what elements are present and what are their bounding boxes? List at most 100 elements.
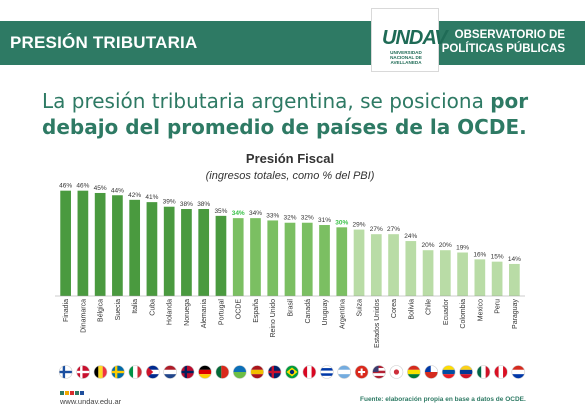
category-label: Bolivia — [408, 299, 415, 320]
bar-alemania — [198, 209, 210, 296]
category-label: Noruega — [184, 299, 191, 326]
value-label: 35% — [214, 208, 227, 215]
category-label: Italia — [132, 299, 139, 314]
bar-portugal — [215, 215, 227, 296]
headline-bold-2: debajo del promedio de países de la OCDE… — [42, 115, 527, 139]
headline-normal: La presión tributaria argentina, se posi… — [42, 89, 491, 113]
category-labels-group: Finadia Dinamarca Bélgica Suecia Italia Cuba H… — [63, 298, 519, 348]
bar-corea — [388, 234, 399, 296]
logo-wordmark: UNDAV — [382, 27, 448, 49]
logo-sub-line-2: NACIONAL DE — [390, 55, 422, 60]
bar-argentina — [336, 227, 348, 296]
value-label: 42% — [128, 192, 141, 199]
category-label: Ecuador — [443, 298, 450, 325]
bar-italia — [129, 199, 141, 296]
value-label: 33% — [266, 212, 279, 219]
category-label: OCDE — [236, 299, 243, 320]
flag-cl-icon — [424, 365, 439, 379]
value-label: 38% — [180, 201, 193, 208]
chart-subtitle: (ingresos totales, como % del PBI) — [206, 170, 375, 182]
value-label: 27% — [370, 226, 383, 233]
category-label: Chile — [426, 299, 433, 315]
chart-title: Presión Fiscal — [246, 151, 334, 166]
flag-es-icon — [250, 365, 264, 379]
flag-nl-icon — [163, 365, 177, 379]
category-label: Portugal — [218, 299, 225, 326]
value-label: 27% — [387, 226, 400, 233]
header: PRESIÓN TRIBUTARIA UNDAV UNIVERSIDAD NAC… — [0, 0, 585, 74]
footer-url[interactable]: www.undav.edu.ar — [60, 397, 122, 406]
flag-se-icon — [111, 365, 125, 379]
flag-ch-icon — [354, 365, 369, 379]
category-label: Finadia — [63, 299, 70, 322]
value-label: 34% — [232, 210, 245, 217]
bar-estados-unidos — [370, 234, 382, 296]
logo-subtitle: UNIVERSIDAD NACIONAL DE AVELLANEDA — [378, 50, 434, 65]
bar-bolivia — [405, 241, 417, 296]
value-label: 20% — [439, 242, 452, 249]
value-label: 32% — [301, 215, 314, 222]
page-title: PRESIÓN TRIBUTARIA — [10, 33, 198, 52]
value-label: 16% — [473, 251, 486, 258]
bar-ecuador — [439, 250, 451, 296]
flag-be-icon — [93, 365, 108, 379]
category-label: Paraguay — [512, 299, 519, 329]
bar-dinamarca — [77, 190, 89, 296]
value-label: 38% — [197, 201, 210, 208]
category-label: Reino Unido — [270, 299, 277, 338]
flag-gb-icon — [267, 365, 282, 379]
footer-dots-icon — [60, 391, 84, 395]
bar-finadia — [60, 190, 71, 296]
flag-ec-icon — [441, 365, 456, 379]
bars-group — [60, 190, 520, 296]
value-label: 29% — [353, 222, 366, 229]
logo-sub-line-3: AVELLANEDA — [390, 60, 422, 65]
flag-uy-icon — [320, 365, 334, 379]
bar-holanda — [163, 206, 175, 296]
bar-noruega — [181, 209, 192, 296]
bar-brasil — [284, 222, 296, 296]
headline-bold-1: por — [490, 89, 529, 113]
category-label: Argentina — [339, 299, 346, 329]
category-label: Uruguay — [322, 299, 329, 326]
flag-br-icon — [285, 365, 299, 379]
bar-paraguay — [509, 263, 520, 296]
value-label: 46% — [76, 183, 89, 190]
category-label: Brasil — [288, 299, 295, 317]
flag-pt-icon — [215, 365, 230, 379]
value-label: 30% — [335, 219, 348, 226]
flag-fi-icon — [58, 365, 73, 379]
category-label: España — [253, 299, 260, 323]
value-label: 20% — [422, 242, 435, 249]
bar-ocde — [232, 218, 244, 296]
category-label: Corea — [391, 299, 398, 318]
bar-cuba — [146, 202, 158, 296]
flag-bo-icon — [407, 365, 421, 379]
flag-de-icon — [198, 365, 212, 379]
value-label: 46% — [59, 183, 72, 190]
category-label: Estados Unidos — [374, 299, 381, 349]
category-label: Suecia — [115, 299, 122, 321]
category-label: Mexico — [477, 299, 484, 321]
flag-mx-icon — [476, 365, 491, 379]
bar-españa — [250, 218, 261, 296]
value-label: 24% — [404, 233, 417, 240]
headline: La presión tributaria argentina, se posi… — [42, 88, 562, 140]
header-band — [0, 21, 585, 65]
value-label: 41% — [145, 194, 158, 201]
value-label: 44% — [111, 187, 124, 194]
category-label: Cuba — [149, 299, 156, 316]
flag-it-icon — [128, 365, 143, 379]
bar-colombia — [457, 252, 468, 296]
undav-logo[interactable]: UNDAV UNIVERSIDAD NACIONAL DE AVELLANEDA — [371, 8, 448, 72]
logo-sub-line-1: UNIVERSIDAD — [390, 50, 422, 55]
flag-pe-icon — [494, 365, 508, 379]
flag-kr-icon — [389, 365, 404, 379]
value-label: 15% — [491, 254, 504, 261]
observatory-line-2: POLÍTICAS PÚBLICAS — [441, 43, 565, 55]
bar-suecia — [112, 195, 123, 296]
bar-chile — [422, 250, 434, 296]
value-label: 32% — [283, 215, 296, 222]
bar-canadá — [301, 222, 313, 296]
